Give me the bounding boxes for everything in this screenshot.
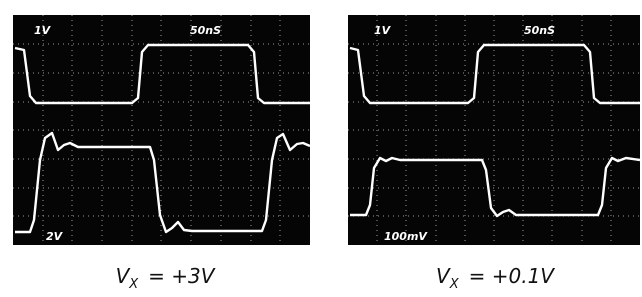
figure: 1V 50nS 2V VX= +3V 1V 50nS 100mV VX= +0.… bbox=[0, 0, 642, 297]
time-per-div: 50nS bbox=[190, 24, 221, 37]
volts-per-div-top: 1V bbox=[34, 24, 52, 37]
caption: VX= +0.1V bbox=[436, 264, 555, 292]
volts-per-div-top: 1V bbox=[374, 24, 392, 37]
caption-subscript: X bbox=[128, 277, 139, 292]
scope-right: 1V 50nS 100mV bbox=[348, 15, 640, 245]
caption: VX= +3V bbox=[116, 264, 216, 292]
caption-relation: = +3V bbox=[148, 264, 216, 288]
scope-left: 1V 50nS 2V bbox=[13, 15, 310, 245]
volts-per-div-bottom: 2V bbox=[46, 230, 64, 243]
caption-relation: = +0.1V bbox=[469, 264, 556, 288]
time-per-div: 50nS bbox=[524, 24, 555, 37]
page: 1V 50nS 2V VX= +3V 1V 50nS 100mV VX= +0.… bbox=[0, 0, 642, 297]
caption-subscript: X bbox=[449, 277, 460, 292]
volts-per-div-bottom: 100mV bbox=[384, 230, 428, 243]
